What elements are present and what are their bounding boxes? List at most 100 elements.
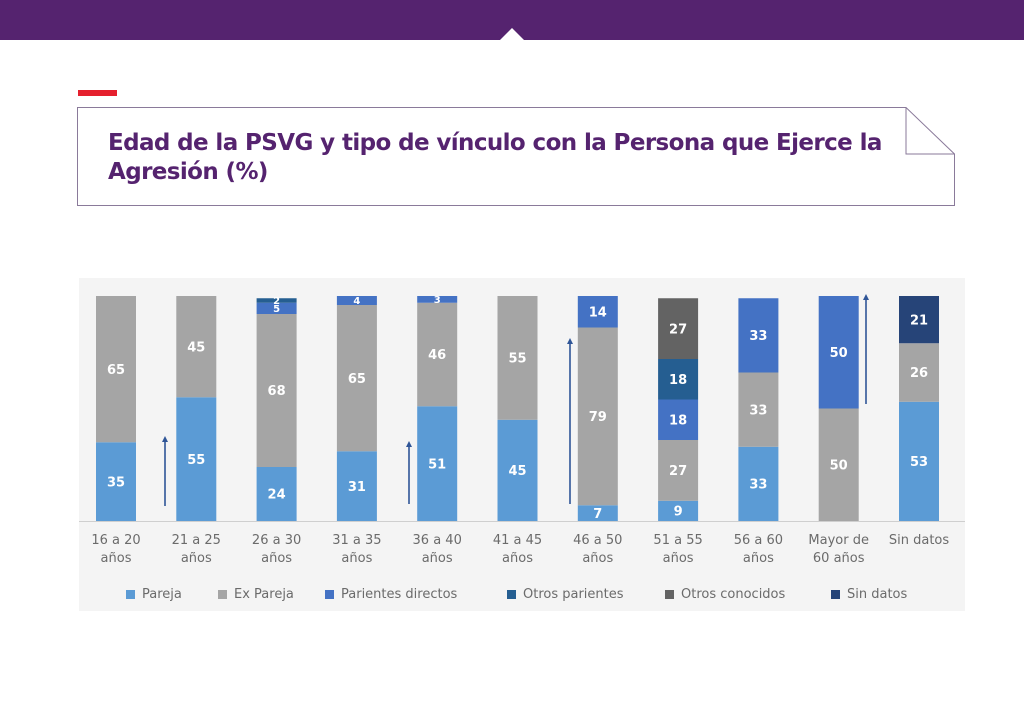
data-label: 18	[669, 373, 687, 388]
legend-label: Pareja	[142, 586, 182, 602]
bar-segment	[256, 302, 297, 314]
data-label: 55	[187, 453, 205, 468]
data-label: 51	[428, 457, 446, 472]
bar-segment	[417, 296, 458, 303]
data-label: 27	[669, 464, 687, 479]
bar-segment	[256, 298, 297, 303]
bar-segment	[176, 296, 217, 398]
data-label: 4	[353, 296, 360, 307]
data-label: 21	[910, 313, 928, 328]
x-tick-label: años	[341, 551, 372, 566]
x-tick-label: 51 a 55	[653, 533, 702, 548]
bar-segment	[899, 343, 939, 402]
bar-segment	[899, 401, 939, 521]
data-label: 68	[268, 384, 286, 399]
legend-label: Parientes directos	[341, 586, 458, 602]
data-label: 14	[589, 305, 607, 320]
legend-label: Otros conocidos	[681, 586, 786, 602]
bar-segment	[577, 327, 618, 506]
bar-segment	[497, 296, 538, 420]
bar-segment	[577, 505, 618, 521]
bar-segment	[738, 446, 779, 521]
data-label: 18	[669, 413, 687, 428]
bar-segment	[256, 314, 297, 467]
top-banner-notch	[500, 28, 524, 40]
annotation-arrow-head	[406, 441, 412, 447]
data-label: 33	[749, 478, 767, 493]
legend-swatch	[831, 589, 840, 599]
x-tick-label: años	[663, 551, 694, 566]
x-tick-label: años	[101, 551, 132, 566]
data-label: 31	[348, 480, 366, 495]
x-tick-label: 26 a 30	[252, 533, 301, 548]
bar-segment	[497, 419, 538, 521]
x-tick-label: 16 a 20	[91, 533, 140, 548]
title-box: Edad de la PSVG y tipo de vínculo con la…	[77, 107, 955, 206]
data-label: 9	[674, 505, 683, 520]
bar-segment	[658, 399, 699, 440]
data-label: 33	[749, 329, 767, 344]
bar-segment	[96, 296, 136, 443]
bar-segment	[256, 467, 297, 521]
data-label: 27	[669, 322, 687, 337]
x-tick-label: 36 a 40	[413, 533, 462, 548]
bar-segment	[336, 305, 377, 452]
data-label: 53	[910, 455, 928, 470]
legend-swatch	[126, 589, 135, 599]
bar-segment	[336, 296, 377, 305]
data-label: 26	[910, 366, 928, 381]
legend-item: Otros parientes	[507, 583, 624, 605]
x-tick-label: años	[743, 551, 774, 566]
data-label: 35	[107, 475, 125, 490]
x-tick-label: años	[502, 551, 533, 566]
x-tick-label: años	[582, 551, 613, 566]
data-label: 50	[830, 346, 848, 361]
bar-segment	[899, 296, 939, 344]
annotation-arrow-head	[162, 436, 168, 442]
stacked-bar-chart: 35 65 16 a 20 años 55 45 21 a 25 años 24 68 52 26 a…	[79, 294, 965, 566]
annotation-arrow-head	[567, 338, 573, 344]
bar-segment	[176, 397, 217, 521]
data-label: 65	[348, 372, 366, 387]
legend-swatch	[665, 589, 674, 599]
bar-segment	[738, 298, 779, 373]
data-label: 45	[508, 464, 526, 479]
bar-segment	[658, 500, 699, 521]
legend-swatch	[325, 589, 334, 599]
bar-segment	[658, 298, 699, 359]
data-label: 3	[434, 295, 441, 306]
chart-area: 35 65 16 a 20 años 55 45 21 a 25 años 24 68 5 2 26 a…	[79, 278, 965, 611]
bar-segment	[818, 296, 859, 409]
bar-segment	[658, 440, 699, 501]
bar-segment	[96, 442, 136, 521]
bar-segment	[417, 406, 458, 521]
x-tick-label: 60 años	[813, 551, 865, 566]
x-tick-label: años	[261, 551, 292, 566]
chart-legend: Pareja Ex Pareja Parientes directos Otros p…	[79, 583, 965, 605]
legend-item: Pareja	[126, 583, 182, 605]
data-label: 5	[273, 304, 280, 315]
data-label: 2	[273, 296, 280, 307]
data-label: 7	[593, 507, 602, 522]
chart-title: Edad de la PSVG y tipo de vínculo con la…	[108, 130, 882, 185]
data-label: 33	[749, 403, 767, 418]
bar-segment	[738, 372, 779, 447]
data-label: 24	[268, 488, 286, 503]
data-label: 65	[107, 363, 125, 378]
x-tick-label: Sin datos	[889, 533, 950, 548]
x-tick-label: años	[422, 551, 453, 566]
x-tick-label: 41 a 45	[493, 533, 542, 548]
legend-swatch	[507, 589, 516, 599]
legend-label: Otros parientes	[523, 586, 624, 602]
data-label: 45	[187, 340, 205, 355]
x-tick-label: 46 a 50	[573, 533, 622, 548]
x-tick-label: 56 a 60	[734, 533, 783, 548]
data-label: 55	[508, 352, 526, 367]
legend-item: Ex Pareja	[218, 583, 294, 605]
data-label: 79	[589, 410, 607, 425]
x-tick-label: 31 a 35	[332, 533, 381, 548]
legend-item: Otros conocidos	[665, 583, 785, 605]
legend-swatch	[218, 589, 227, 599]
x-tick-label: años	[181, 551, 212, 566]
x-tick-label: Mayor de	[808, 533, 869, 548]
